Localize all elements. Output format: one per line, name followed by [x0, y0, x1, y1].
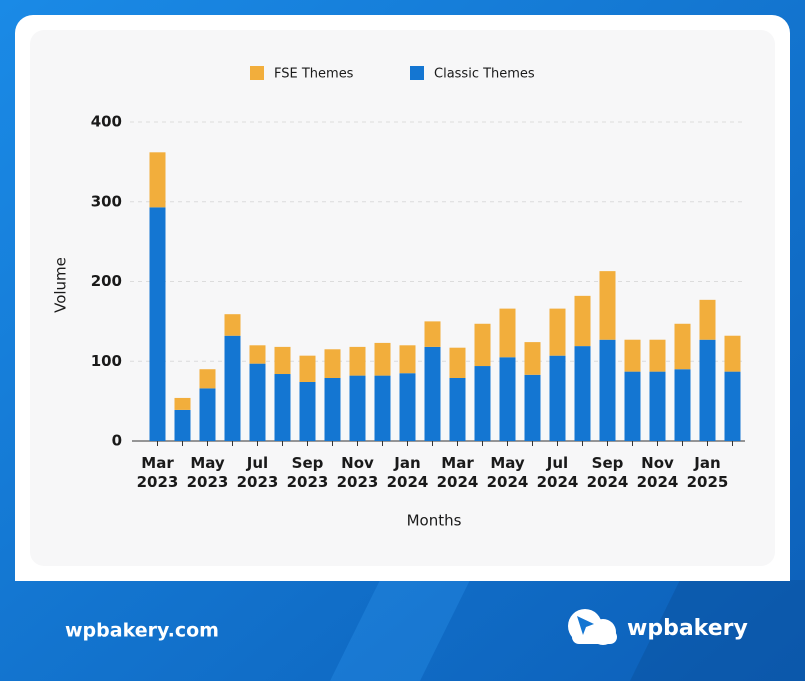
- bar-segment: [299, 355, 316, 382]
- bar-segment: [374, 375, 391, 441]
- bar-segment: [299, 381, 316, 441]
- bar-segment: [424, 346, 441, 441]
- bar-segment: [174, 409, 191, 441]
- y-axis-label: Volume: [52, 257, 70, 313]
- y-tick-label: 0: [112, 432, 122, 450]
- bar-segment: [674, 369, 691, 441]
- bar-segment: [549, 308, 566, 356]
- bar-segment: [699, 339, 716, 441]
- x-tick-label: Sep 2023: [287, 454, 329, 491]
- bar-segment: [449, 347, 466, 378]
- bar-segment: [474, 366, 491, 441]
- bar-segment: [324, 349, 341, 378]
- bar-segment: [399, 373, 416, 441]
- bar-segment: [274, 374, 291, 441]
- footer-url: wpbakery.com: [65, 620, 219, 642]
- bar-segment: [349, 375, 366, 441]
- bar-segment: [324, 377, 341, 441]
- x-tick-label: Mar 2023: [137, 454, 179, 491]
- bar-segment: [649, 339, 666, 372]
- bar-segment: [474, 323, 491, 367]
- bar-segment: [199, 388, 216, 441]
- logo: [568, 609, 617, 645]
- bar-segment: [174, 397, 191, 410]
- bar-segment: [149, 152, 166, 208]
- bar-segment: [249, 363, 266, 441]
- bar-segment: [599, 271, 616, 340]
- x-tick-label: Nov 2023: [337, 454, 379, 491]
- bar-segment: [724, 335, 741, 372]
- y-tick-label: 100: [91, 352, 122, 370]
- footer-brand: wpbakery: [627, 616, 748, 641]
- x-tick-label: Sep 2024: [587, 454, 629, 491]
- bar-segment: [449, 377, 466, 441]
- bar-segment: [574, 346, 591, 441]
- bar-segment: [599, 339, 616, 441]
- bar-segment: [224, 335, 241, 441]
- bar-segment: [574, 295, 591, 347]
- bar-segment: [349, 346, 366, 376]
- bar-segment: [374, 342, 391, 376]
- stripe: [330, 580, 470, 681]
- x-tick-label: May 2024: [487, 454, 529, 491]
- chart: 0 100 200 300 400 FSE Themes Classic Themes Vol…: [52, 66, 745, 530]
- y-tick-label: 400: [91, 113, 122, 131]
- bar-segment: [149, 207, 166, 441]
- bar-segment: [649, 371, 666, 441]
- stripe: [630, 580, 805, 681]
- y-tick-label: 200: [91, 272, 122, 290]
- y-tick-label: 300: [91, 192, 122, 210]
- x-tick-label: May 2023: [187, 454, 229, 491]
- x-tick-label: Jul 2023: [237, 454, 279, 491]
- bar-segment: [199, 369, 216, 389]
- x-tick-label: Jan 2025: [687, 454, 729, 491]
- bar-segment: [224, 314, 241, 336]
- x-tick-label: Jan 2024: [387, 454, 429, 491]
- bar-segment: [674, 323, 691, 370]
- bar-segment: [524, 342, 541, 375]
- bar-segment: [724, 371, 741, 441]
- legend-label: FSE Themes: [274, 67, 354, 82]
- bar-segment: [624, 371, 641, 441]
- bar-segment: [624, 339, 641, 372]
- bar-segment: [274, 346, 291, 375]
- legend-label: Classic Themes: [434, 67, 535, 82]
- bar-segment: [549, 355, 566, 441]
- bar-segment: [499, 308, 516, 358]
- bar-segment: [499, 357, 516, 441]
- legend-swatch: [410, 66, 424, 80]
- x-tick-label: Mar 2024: [437, 454, 479, 491]
- bar-segment: [424, 321, 441, 347]
- bar-segment: [524, 374, 541, 441]
- x-tick-label: Jul 2024: [537, 454, 579, 491]
- x-axis-label: Months: [407, 512, 462, 530]
- bar-segment: [699, 299, 716, 340]
- bar-segment: [399, 345, 416, 374]
- bar-segment: [249, 345, 266, 364]
- x-tick-label: Nov 2024: [637, 454, 679, 491]
- legend-swatch: [250, 66, 264, 80]
